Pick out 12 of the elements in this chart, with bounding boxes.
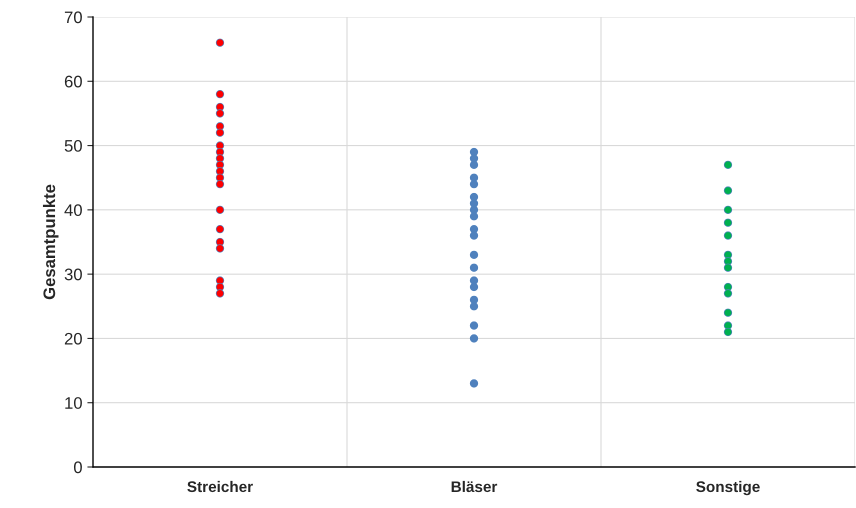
y-axis-title: Gesamtpunkte xyxy=(42,184,58,300)
x-tick-label: Bläser xyxy=(452,480,498,492)
y-tick-label: 30 xyxy=(64,268,82,280)
x-tick-label: Streicher xyxy=(187,480,253,492)
y-tick-label: 20 xyxy=(64,332,82,345)
x-tick-label: Sonstige xyxy=(696,480,760,496)
y-tick-label: 10 xyxy=(65,397,82,409)
y-tick-label: 70 xyxy=(64,11,82,24)
y-tick-label: 0 xyxy=(74,461,82,474)
y-tick-label: 60 xyxy=(64,76,82,88)
y-tick-label: 40 xyxy=(64,204,82,216)
y-tick-label: 50 xyxy=(64,140,82,152)
